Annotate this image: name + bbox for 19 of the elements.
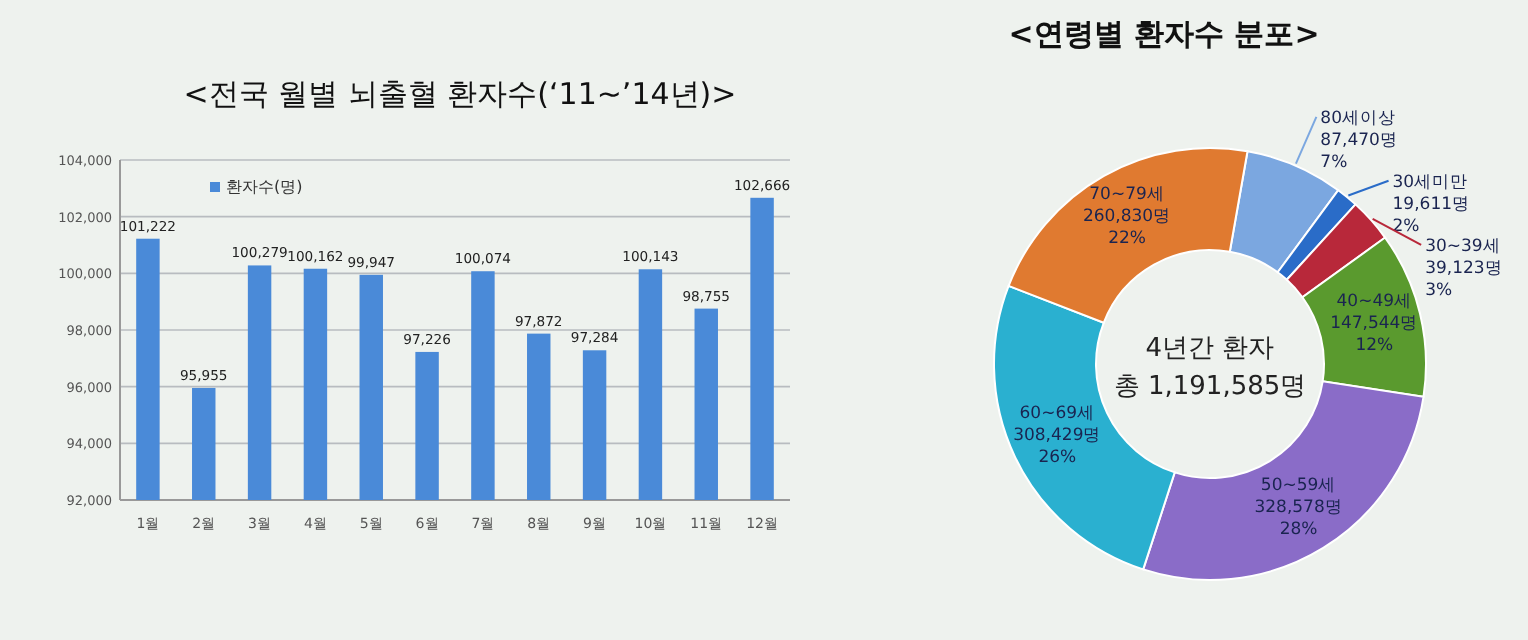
text: 총 1,191,585명 (1113, 372, 1307, 402)
slice-label: 80세이상 (1320, 108, 1397, 129)
legend-label: 환자수(명) (226, 178, 303, 196)
slice-label: 40~49세 (1336, 292, 1413, 313)
data-label: 260,830명 22% (1082, 206, 1172, 249)
slice-label: 30세미만 (1392, 172, 1469, 193)
data-label: 328,578명 28% (1254, 497, 1343, 540)
data-label: 19,611명 2% (1392, 194, 1471, 237)
data-label: 308,429명 26% (1013, 426, 1102, 469)
chart-title: <연령별 환자수 분포> (1008, 16, 1320, 52)
chart-title: <전국 월별 뇌출혈 환자수(‘11~’14년)> (183, 76, 737, 112)
data-label: 147,544명 12% (1330, 314, 1419, 357)
slice-label: 60~69세 (1019, 404, 1096, 425)
data-label: 39,123명 3% (1425, 258, 1503, 301)
slice-label: 30~39세 (1425, 236, 1501, 257)
slice-label: 50~59세 (1260, 475, 1337, 496)
slice-label: 70~79세 (1089, 184, 1165, 205)
text: 4년간 환자 (1145, 334, 1275, 364)
data-label: 87,470명 7% (1320, 130, 1398, 173)
